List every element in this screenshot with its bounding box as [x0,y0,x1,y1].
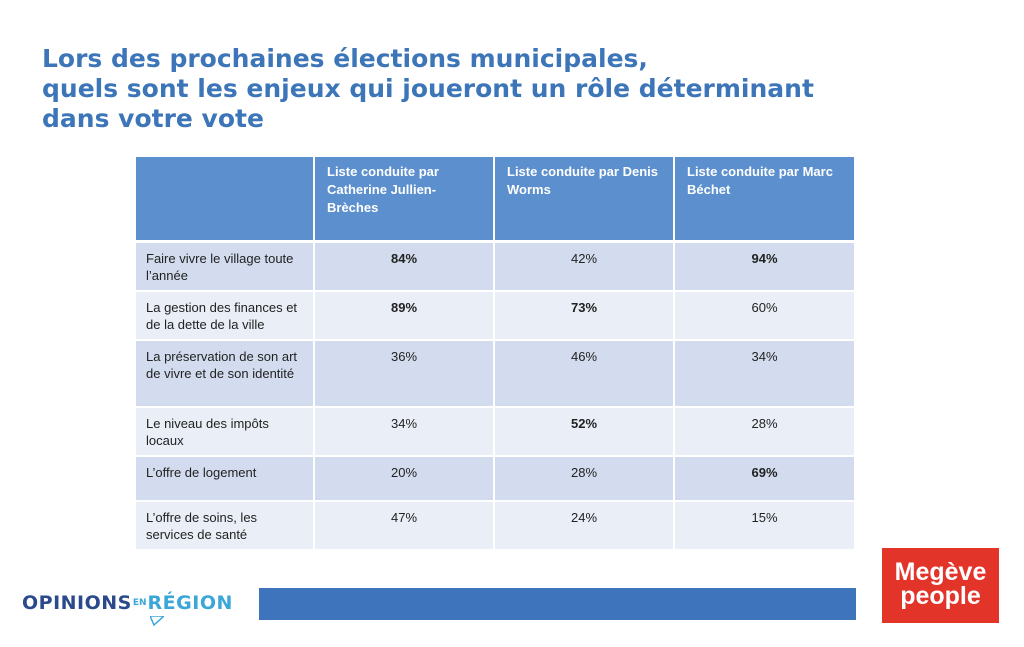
value-cell-bechet: 28% [674,407,854,457]
value-cell-jullien-breches: 47% [314,501,495,551]
header-list-worms: Liste conduite par Denis Worms [494,157,675,243]
value-cell-worms: 28% [494,456,675,502]
logo-people-text: people [900,582,981,610]
row-label: Faire vivre le village toute l’année [136,241,315,292]
opinions-en-region-logo: OPINIONSENRÉGION [22,592,237,626]
table-body: Faire vivre le village toute l’année 84% 4… [136,241,854,551]
value-cell-jullien-breches: 36% [314,340,495,408]
value-cell-worms: 46% [494,340,675,408]
table-row: Le niveau des impôts locaux 34% 52% 28% [136,407,854,457]
row-label: La gestion des finances et de la dette d… [136,291,315,341]
value-cell-jullien-breches: 89% [314,291,495,341]
logo-opinions-text: OPINIONS [22,592,132,614]
row-label: L’offre de logement [136,456,315,502]
table-header-row: Liste conduite par Catherine Jullien-Brè… [136,157,854,243]
header-empty-cell [136,157,315,243]
value-cell-bechet: 94% [674,241,854,292]
logo-en-text: EN [132,598,147,608]
value-cell-jullien-breches: 84% [314,241,495,292]
table-row: L’offre de logement 20% 28% 69% [136,456,854,502]
value-cell-bechet: 69% [674,456,854,502]
table-row: Faire vivre le village toute l’année 84% 4… [136,241,854,292]
table-row: La préservation de son art de vivre et d… [136,340,854,408]
value-cell-jullien-breches: 34% [314,407,495,457]
header-list-bechet: Liste conduite par Marc Béchet [674,157,854,243]
value-cell-bechet: 15% [674,501,854,551]
title-line-3: dans votre vote [42,104,264,133]
row-label: L’offre de soins, les services de santé [136,501,315,551]
footer-bar [259,588,856,620]
table-row: La gestion des finances et de la dette d… [136,291,854,341]
table-row: L’offre de soins, les services de santé 4… [136,501,854,551]
row-label: Le niveau des impôts locaux [136,407,315,457]
results-table: Liste conduite par Catherine Jullien-Brè… [136,157,854,551]
logo-region-text: RÉGION [147,592,233,614]
logo-megeve-text: Megève [894,558,987,586]
value-cell-worms: 73% [494,291,675,341]
value-cell-bechet: 34% [674,340,854,408]
value-cell-bechet: 60% [674,291,854,341]
title-line-2: quels sont les enjeux qui joueront un rô… [42,74,814,103]
value-cell-worms: 24% [494,501,675,551]
value-cell-worms: 52% [494,407,675,457]
header-list-jullien-breches: Liste conduite par Catherine Jullien-Brè… [314,157,495,243]
row-label: La préservation de son art de vivre et d… [136,340,315,408]
value-cell-jullien-breches: 20% [314,456,495,502]
value-cell-worms: 42% [494,241,675,292]
slide-title: Lors des prochaines élections municipale… [42,44,1002,134]
megeve-people-logo: Megève people [882,548,999,623]
title-line-1: Lors des prochaines élections municipale… [42,44,648,73]
speech-bubble-tail-icon [150,616,164,626]
